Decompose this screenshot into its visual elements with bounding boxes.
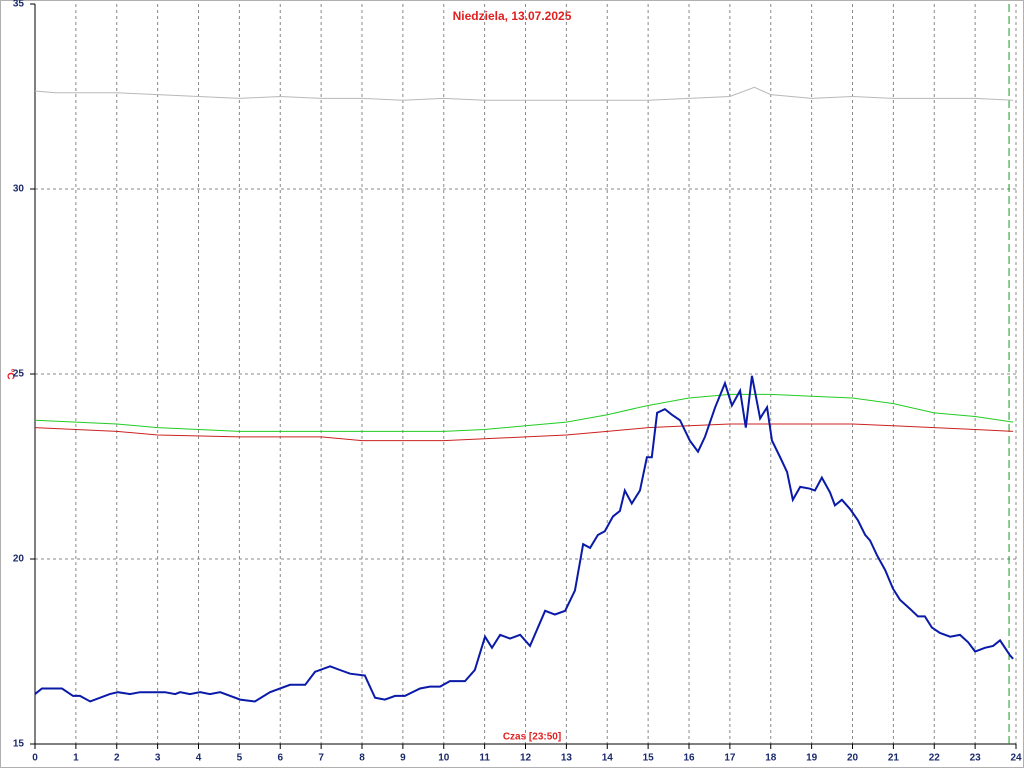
x-tick-label: 3 bbox=[155, 753, 161, 764]
x-axis-label: Czas [23:50] bbox=[503, 732, 561, 743]
y-tick-label: 35 bbox=[13, 0, 25, 10]
x-tick-label: 7 bbox=[318, 753, 324, 764]
x-tick-label: 11 bbox=[479, 753, 490, 764]
x-tick-label: 22 bbox=[929, 753, 941, 764]
series-line bbox=[34, 375, 1014, 703]
x-tick-label: 2 bbox=[114, 753, 120, 764]
x-tick-label: 18 bbox=[765, 753, 777, 764]
x-tick-label: 19 bbox=[806, 753, 818, 764]
x-tick-label: 15 bbox=[643, 753, 655, 764]
x-tick-label: 0 bbox=[32, 753, 38, 764]
x-tick-label: 6 bbox=[277, 753, 283, 764]
x-tick-label: 21 bbox=[888, 753, 900, 764]
x-tick-label: 13 bbox=[561, 753, 573, 764]
x-tick-label: 10 bbox=[438, 753, 450, 764]
x-tick-label: 8 bbox=[359, 753, 365, 764]
x-tick-label: 1 bbox=[73, 753, 79, 764]
y-axis-label: °C bbox=[4, 368, 15, 379]
x-tick-label: 4 bbox=[196, 753, 202, 764]
chart-title: Niedziela, 13.07.2025 bbox=[453, 9, 572, 23]
y-tick-label: 15 bbox=[13, 739, 25, 750]
series-line bbox=[34, 393, 1014, 432]
x-tick-label: 23 bbox=[970, 753, 982, 764]
x-tick-label: 17 bbox=[724, 753, 736, 764]
y-tick-label: 25 bbox=[13, 369, 25, 380]
x-tick-label: 20 bbox=[847, 753, 859, 764]
x-tick-label: 5 bbox=[237, 753, 243, 764]
x-tick-label: 14 bbox=[602, 753, 614, 764]
y-tick-label: 20 bbox=[13, 554, 25, 565]
x-tick-label: 16 bbox=[683, 753, 695, 764]
series-line bbox=[34, 86, 1014, 101]
y-tick-label: 30 bbox=[13, 184, 25, 195]
x-tick-label: 24 bbox=[1010, 753, 1022, 764]
x-tick-label: 9 bbox=[400, 753, 406, 764]
x-tick-label: 12 bbox=[520, 753, 532, 764]
series-line bbox=[34, 423, 1014, 442]
